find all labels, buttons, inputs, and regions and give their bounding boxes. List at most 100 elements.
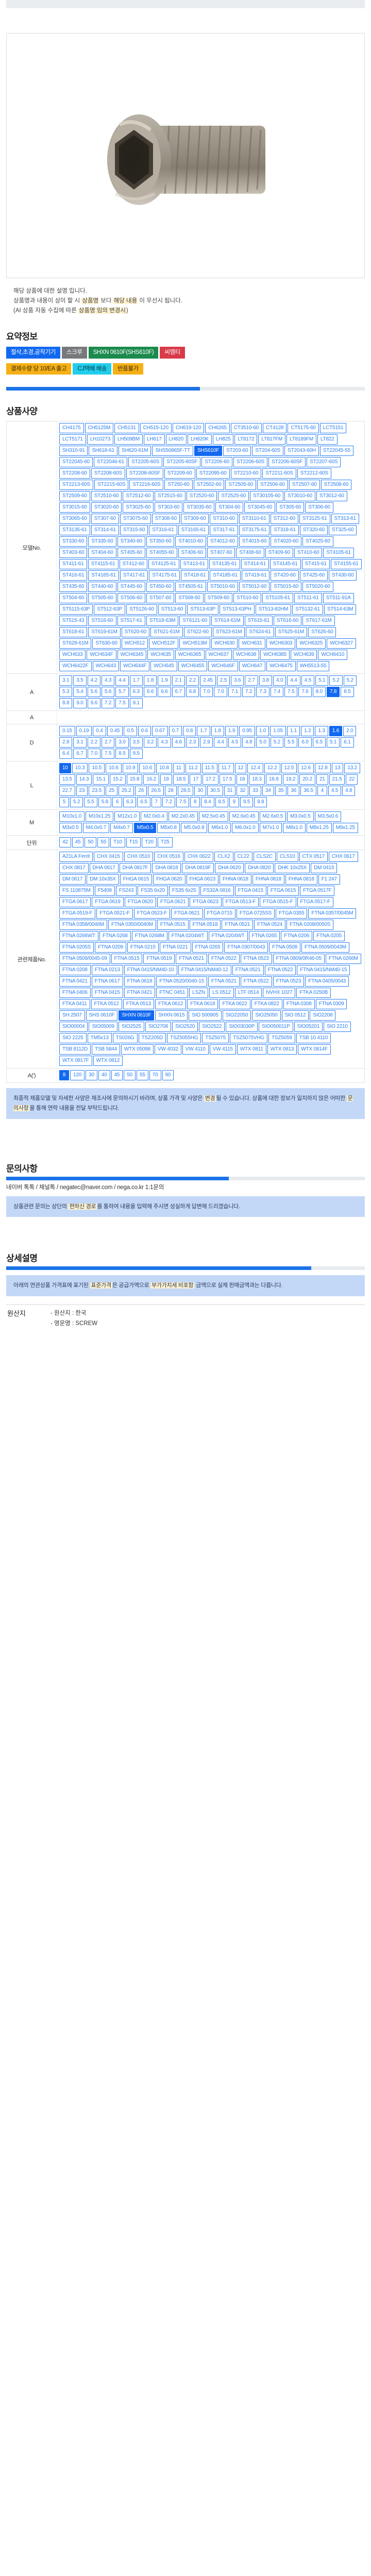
spec-tag[interactable]: FTNA 0205 xyxy=(313,931,345,942)
spec-tag[interactable]: 9.1 xyxy=(129,698,143,709)
spec-tag[interactable]: ST517-61 xyxy=(117,616,145,626)
spec-tag[interactable]: ST515-43 xyxy=(59,616,88,626)
spec-tag[interactable]: 34 xyxy=(262,786,274,796)
spec-tag[interactable]: 10.6 xyxy=(139,763,156,774)
spec-tag-selected[interactable]: 1.6 xyxy=(329,726,343,737)
spec-tag[interactable]: M10x1.25 xyxy=(85,811,114,822)
spec-tag[interactable]: ST2506-60 xyxy=(257,480,288,490)
spec-tag[interactable]: T25 xyxy=(157,837,173,848)
spec-tag[interactable]: FTKA 0512 xyxy=(91,999,122,1010)
spec-tag[interactable]: 15.2 xyxy=(110,774,126,785)
spec-tag[interactable]: ST2520-60 xyxy=(186,491,217,502)
spec-tag[interactable]: ST203-60 xyxy=(223,446,251,456)
spec-tag[interactable]: ST3035-60 xyxy=(183,502,215,513)
spec-tag[interactable]: ST618-61 xyxy=(59,627,88,638)
spec-tag[interactable]: ST407-60 xyxy=(207,548,235,558)
spec-tag[interactable]: 4 xyxy=(317,786,327,796)
spec-tag[interactable]: M9x1.25 xyxy=(332,823,358,834)
spec-tag[interactable]: M2.6x0.45 xyxy=(229,811,259,822)
spec-tag[interactable]: WTX 0814F xyxy=(298,1044,331,1055)
spec-tag[interactable]: 0.6 xyxy=(138,726,151,737)
spec-tag[interactable]: LTF 0514 xyxy=(234,988,262,998)
spec-tag[interactable]: SHS 0610F xyxy=(86,1010,118,1021)
spec-tag[interactable]: ST623-61M xyxy=(212,627,245,638)
spec-tag[interactable]: FTNA 0357/0045M xyxy=(308,908,357,919)
spec-tag[interactable]: ST350-60 xyxy=(146,536,175,547)
spec-tag[interactable]: CLX2 xyxy=(214,852,233,862)
spec-tag[interactable]: WCH6327 xyxy=(327,638,356,649)
spec-tag[interactable]: ST22045-55 xyxy=(319,446,353,456)
spec-tag[interactable]: 8.5 xyxy=(115,749,129,759)
spec-tag[interactable]: ST318-61 xyxy=(271,525,299,536)
spec-tag[interactable]: ST2512-60 xyxy=(123,491,154,502)
spec-tag[interactable]: ST4145-61 xyxy=(269,559,301,570)
spec-tag[interactable]: T10 xyxy=(110,837,125,848)
spec-tag[interactable]: ST435-60 xyxy=(59,582,88,592)
spec-tag[interactable]: 55 xyxy=(97,837,109,848)
spec-tag[interactable]: 0.19 xyxy=(76,726,92,737)
spec-tag[interactable]: FTGA 0521-F xyxy=(96,908,133,919)
spec-tag[interactable]: FTGA 0415 xyxy=(234,886,266,896)
spec-tag[interactable]: 50 xyxy=(85,837,97,848)
spec-tag[interactable]: ST3020-60 xyxy=(91,502,122,513)
spec-tag[interactable]: 5.1 xyxy=(315,675,329,686)
spec-tag[interactable]: 6.6 xyxy=(143,687,157,698)
spec-tag[interactable]: FTNA 0268 xyxy=(99,931,131,942)
spec-tag[interactable]: FTNA 0266WT xyxy=(59,931,98,942)
spec-tag[interactable]: ST310-60 xyxy=(210,514,238,524)
spec-tag[interactable]: CH5125M xyxy=(85,423,114,434)
spec-tag[interactable]: LCT5151 xyxy=(319,423,347,434)
spec-tag[interactable]: FHNA 0618 xyxy=(220,874,251,885)
spec-tag[interactable]: 7.4 xyxy=(270,687,283,698)
spec-tag[interactable]: FTNA 0309 xyxy=(315,999,347,1010)
spec-tag[interactable]: 18.5 xyxy=(173,774,189,785)
spec-tag[interactable]: 17.2 xyxy=(203,774,218,785)
spec-tag[interactable]: ST2207-60S xyxy=(307,457,341,468)
spec-tag[interactable]: FTGA 0623 xyxy=(190,897,222,908)
spec-tag[interactable]: 6.3 xyxy=(129,687,143,698)
spec-tag[interactable]: M7x1.0 xyxy=(259,823,282,834)
spec-tag[interactable]: 26.5 xyxy=(148,786,164,796)
spec-tag[interactable]: ST330-60 xyxy=(59,536,88,547)
spec-tag[interactable]: 25 xyxy=(106,786,117,796)
spec-tag[interactable]: ST405-60 xyxy=(117,548,145,558)
spec-tag[interactable]: 6.5 xyxy=(137,797,150,808)
spec-tag[interactable]: ST616-60 xyxy=(273,616,302,626)
spec-tag[interactable]: FS35 6x25 xyxy=(168,886,199,896)
spec-tag[interactable]: FTNA 0204WT xyxy=(208,931,248,942)
spec-tag[interactable]: DHA 0820 xyxy=(245,863,274,874)
spec-tag[interactable]: ST617-61M xyxy=(302,616,335,626)
spec-tag[interactable]: FTNA 0265 xyxy=(192,942,224,953)
spec-tag[interactable]: 7.3 xyxy=(256,687,269,698)
spec-tag[interactable]: 7.2 xyxy=(242,687,256,698)
spec-tag[interactable]: 4.6 xyxy=(172,737,185,748)
spec-tag[interactable]: ST518-63M xyxy=(146,616,179,626)
spec-tag[interactable]: 12.4 xyxy=(247,763,263,774)
spec-tag[interactable]: 8.4 xyxy=(201,797,214,808)
spec-tag[interactable]: ST507-60 xyxy=(146,593,175,604)
spec-tag[interactable]: LH820 xyxy=(165,434,187,445)
spec-tag[interactable]: FTNA 0308 xyxy=(283,999,315,1010)
spec-tag[interactable]: SH310-91 xyxy=(59,446,88,456)
spec-tag[interactable]: ST313-61 xyxy=(331,514,359,524)
spec-tag[interactable]: FTNA 0524 xyxy=(254,920,285,930)
spec-tag[interactable]: 36.5 xyxy=(300,786,316,796)
spec-tag[interactable]: SIO 500905 xyxy=(189,1010,222,1021)
spec-tag[interactable]: 7.5 xyxy=(115,698,129,709)
spec-tag[interactable]: ST406-60 xyxy=(178,548,206,558)
spec-tag[interactable]: ST3015-60 xyxy=(59,502,90,513)
spec-tag[interactable]: ST22095-60 xyxy=(196,468,230,479)
spec-tag[interactable]: ST3045-60 xyxy=(244,502,276,513)
spec-tag[interactable]: 16.2 xyxy=(143,774,160,785)
spec-tag[interactable]: 11.5 xyxy=(201,763,217,774)
spec-tag[interactable]: VW 4110 xyxy=(182,1044,209,1055)
spec-tag[interactable]: 1.8 xyxy=(211,726,224,737)
spec-tag[interactable]: 4.3 xyxy=(158,737,171,748)
spec-tag[interactable]: WH5513-55 xyxy=(296,661,330,672)
spec-tag[interactable]: 22.7 xyxy=(59,786,75,796)
spec-tag[interactable]: SIO2708 xyxy=(145,1022,172,1032)
spec-tag[interactable]: 7.0 xyxy=(214,687,227,698)
spec-tag[interactable]: 21 xyxy=(316,774,328,785)
spec-tag[interactable]: WCH644F xyxy=(120,661,150,672)
spec-tag[interactable]: ST22045-60 xyxy=(59,457,93,468)
